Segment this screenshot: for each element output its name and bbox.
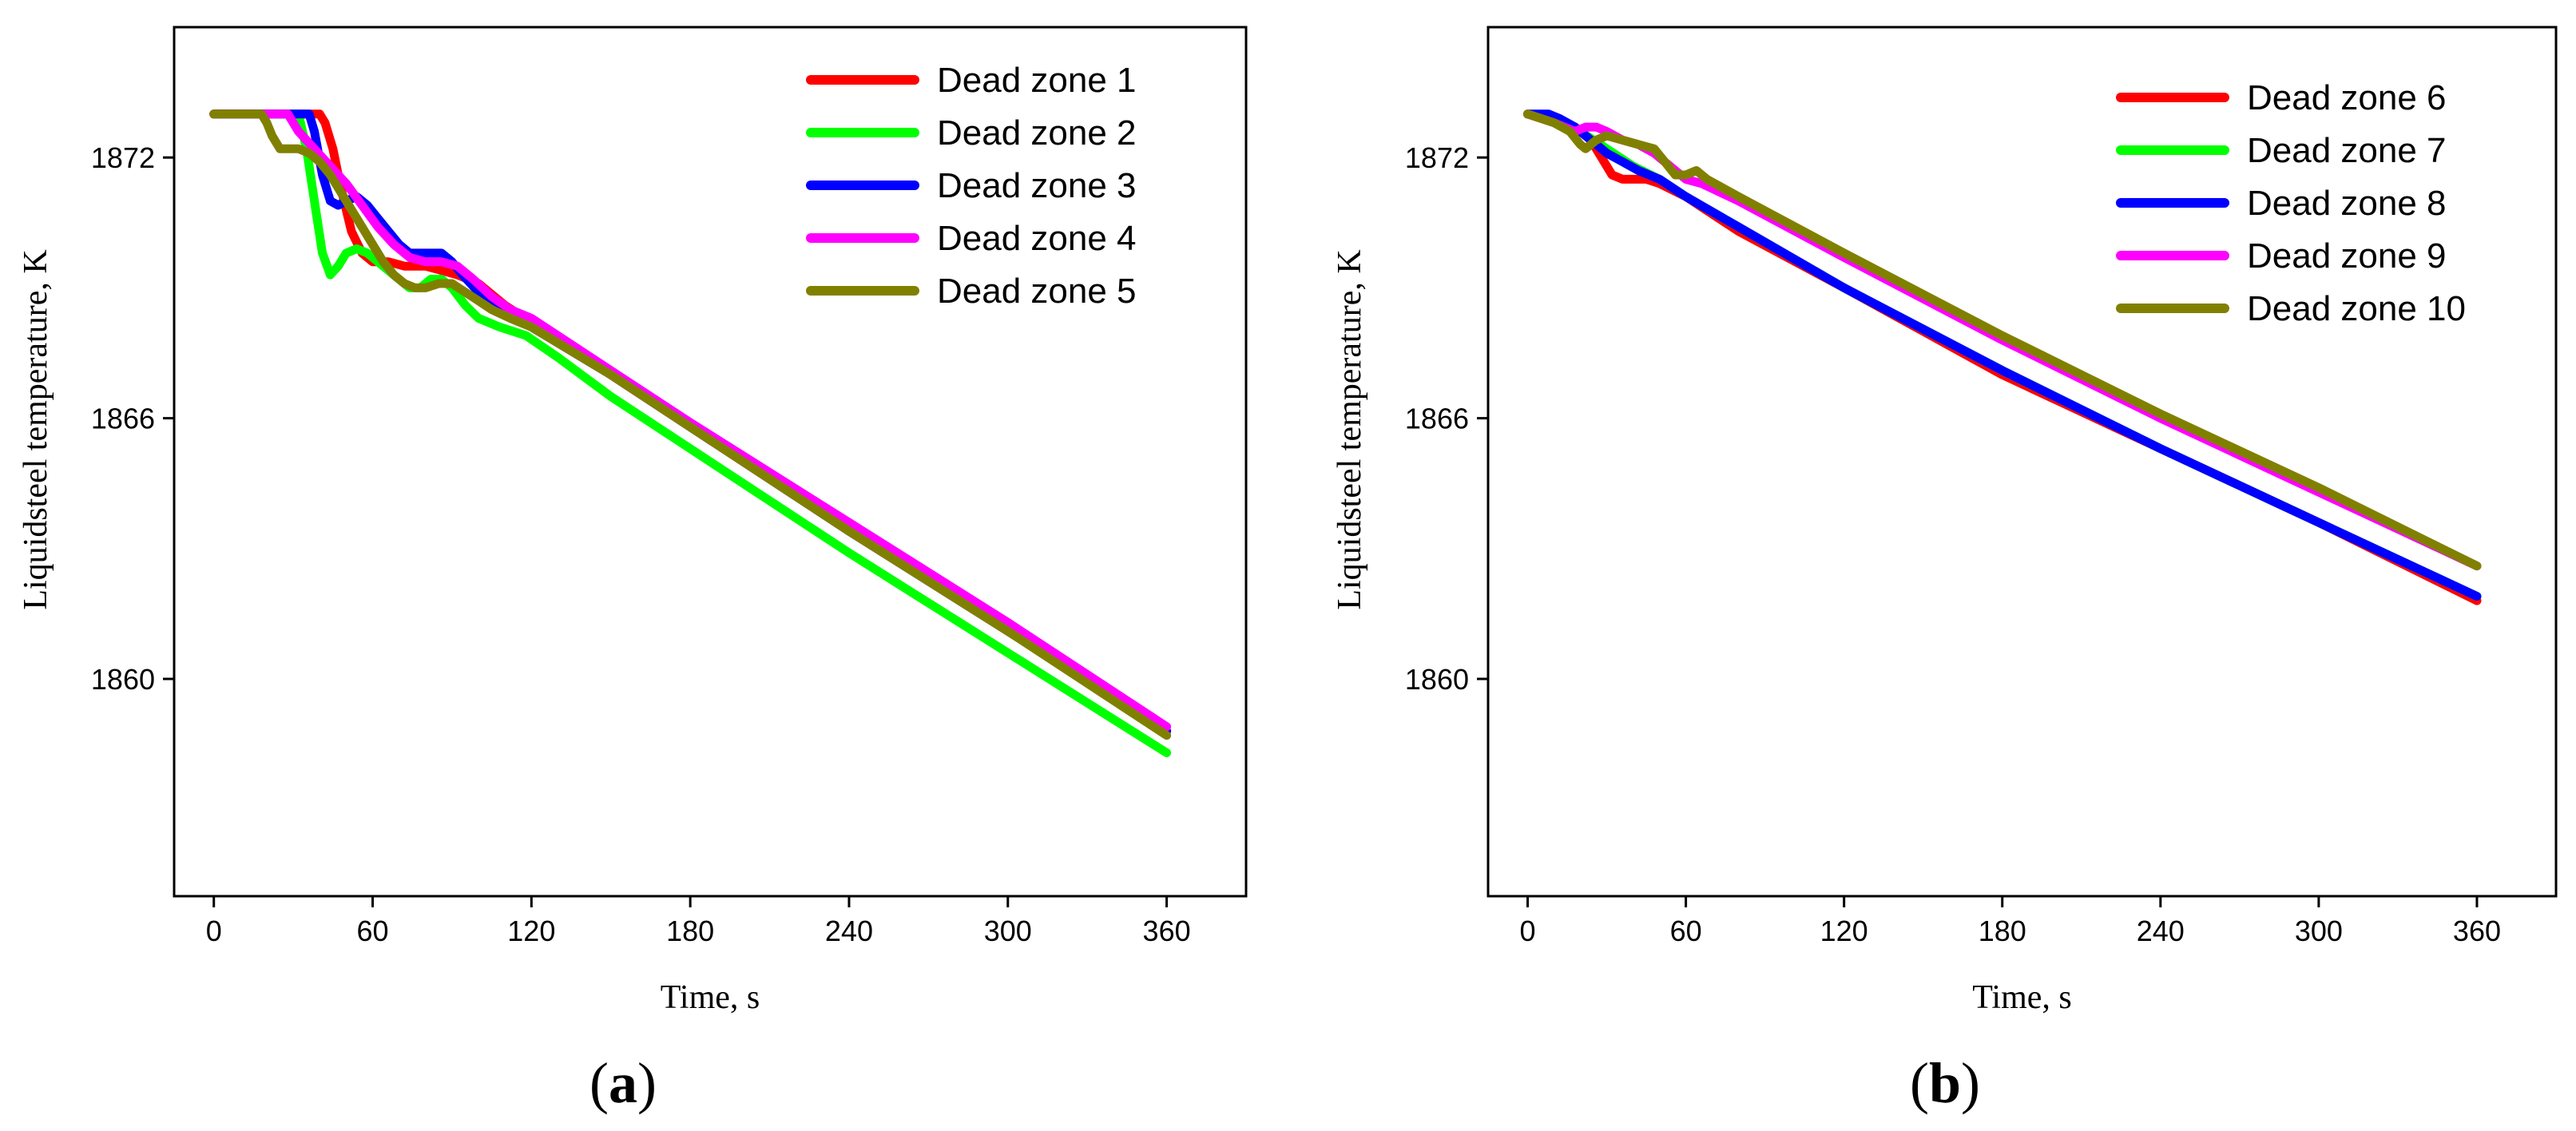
panel-b-legend-label-1: Dead zone 6 [2247, 78, 2447, 117]
panel-a-label: (a) [589, 1051, 657, 1115]
panel-a-y-axis-title: Liquidsteel temperature, K [18, 249, 54, 609]
panel-b-x-tick-label: 180 [1979, 915, 2026, 947]
panel-a-series-line-2 [209, 109, 1172, 757]
panel-a-y-tick-label: 1866 [91, 403, 155, 435]
panel-b-y-tick-label: 1866 [1405, 403, 1469, 435]
panel-b-legend-label-4: Dead zone 9 [2247, 236, 2447, 276]
panel-a-series-line-4 [209, 109, 1172, 732]
panel-a-x-tick-label: 180 [666, 915, 714, 947]
panel-b-x-tick-label: 360 [2453, 915, 2501, 947]
panel-a-legend-label-3: Dead zone 3 [937, 166, 1137, 205]
panel-b-legend-label-3: Dead zone 8 [2247, 184, 2447, 223]
panel-a-legend-label-1: Dead zone 1 [937, 61, 1137, 100]
panel-a-plot-frame [173, 26, 1248, 898]
panel-a-y-tick-label: 1860 [91, 663, 155, 696]
panel-a-series-line-5 [209, 109, 1172, 740]
panel-a-x-tick-label: 300 [984, 915, 1032, 947]
panel-b-x-tick-label: 300 [2295, 915, 2343, 947]
panel-a-x-tick-label: 120 [507, 915, 555, 947]
panel-b-label: (b) [1910, 1051, 1980, 1115]
panel-b-x-tick-label: 240 [2137, 915, 2185, 947]
panel-b-series-line-3 [1523, 109, 2482, 601]
panel-b-x-axis-title: Time, s [1972, 979, 2072, 1016]
panel-b-series-line-5 [1523, 109, 2482, 571]
panel-a-legend-label-2: Dead zone 2 [937, 113, 1137, 153]
panel-b-y-axis-title: Liquidsteel temperature, K [1332, 249, 1368, 609]
panel-b-plot-frame [1486, 26, 2558, 898]
panel-b-chart: 0 60 120 180 240 300 360 1860 1866 1872 Time, s Liq… [1332, 26, 2558, 1115]
panel-b-x-tick-label: 60 [1670, 915, 1702, 947]
panel-a-y-tick-label: 1872 [91, 141, 155, 174]
panel-a-chart: 0 60 120 180 240 300 360 1860 1866 1872 Time, s Liq… [18, 26, 1248, 1115]
panel-a-x-tick-label: 0 [206, 915, 222, 947]
panel-a-x-tick-label: 360 [1143, 915, 1191, 947]
panel-a-legend-label-4: Dead zone 4 [937, 219, 1137, 258]
panel-b-y-tick-label: 1872 [1405, 141, 1469, 174]
panel-a-x-tick-label: 60 [356, 915, 388, 947]
panel-b-x-tick-label: 120 [1820, 915, 1868, 947]
panel-b-x-tick-label: 0 [1520, 915, 1536, 947]
panel-a-x-tick-label: 240 [825, 915, 873, 947]
panel-a-x-axis-title: Time, s [661, 979, 760, 1016]
panel-a-legend-label-5: Dead zone 5 [937, 272, 1137, 311]
panel-b-y-tick-label: 1860 [1405, 663, 1469, 696]
panel-b-legend-label-2: Dead zone 7 [2247, 131, 2447, 170]
panel-b-legend-label-5: Dead zone 10 [2247, 289, 2466, 328]
